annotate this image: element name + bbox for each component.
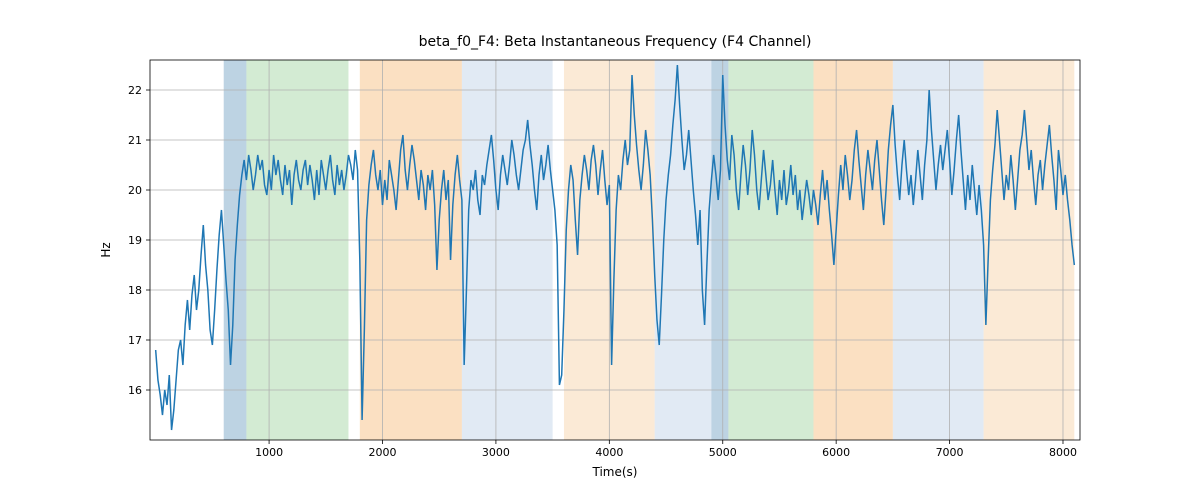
band-6 xyxy=(711,60,728,440)
x-tick-label: 6000 xyxy=(822,446,850,459)
x-tick-label: 3000 xyxy=(482,446,510,459)
x-axis: 1000 2000 3000 4000 5000 6000 7000 8000 xyxy=(255,440,1077,459)
y-tick-label: 16 xyxy=(128,384,142,397)
x-tick-label: 5000 xyxy=(709,446,737,459)
y-tick-label: 18 xyxy=(128,284,142,297)
x-tick-label: 7000 xyxy=(936,446,964,459)
y-tick-label: 17 xyxy=(128,334,142,347)
y-axis-label: Hz xyxy=(99,242,113,257)
x-tick-label: 8000 xyxy=(1049,446,1077,459)
x-tick-label: 1000 xyxy=(255,446,283,459)
x-axis-label: Time(s) xyxy=(592,465,638,479)
y-tick-label: 20 xyxy=(128,184,142,197)
band-1 xyxy=(246,60,348,440)
y-axis: 16 17 18 19 20 21 22 xyxy=(128,84,150,397)
x-tick-label: 4000 xyxy=(595,446,623,459)
band-2 xyxy=(360,60,462,440)
chart-title: beta_f0_F4: Beta Instantaneous Frequency… xyxy=(419,34,812,50)
band-8 xyxy=(813,60,892,440)
band-7 xyxy=(728,60,813,440)
band-9 xyxy=(893,60,984,440)
line-chart: 1000 2000 3000 4000 5000 6000 7000 8000 16 17 18 19… xyxy=(0,0,1200,500)
x-tick-label: 2000 xyxy=(369,446,397,459)
band-3 xyxy=(462,60,553,440)
y-tick-label: 22 xyxy=(128,84,142,97)
y-tick-label: 19 xyxy=(128,234,142,247)
y-tick-label: 21 xyxy=(128,134,142,147)
